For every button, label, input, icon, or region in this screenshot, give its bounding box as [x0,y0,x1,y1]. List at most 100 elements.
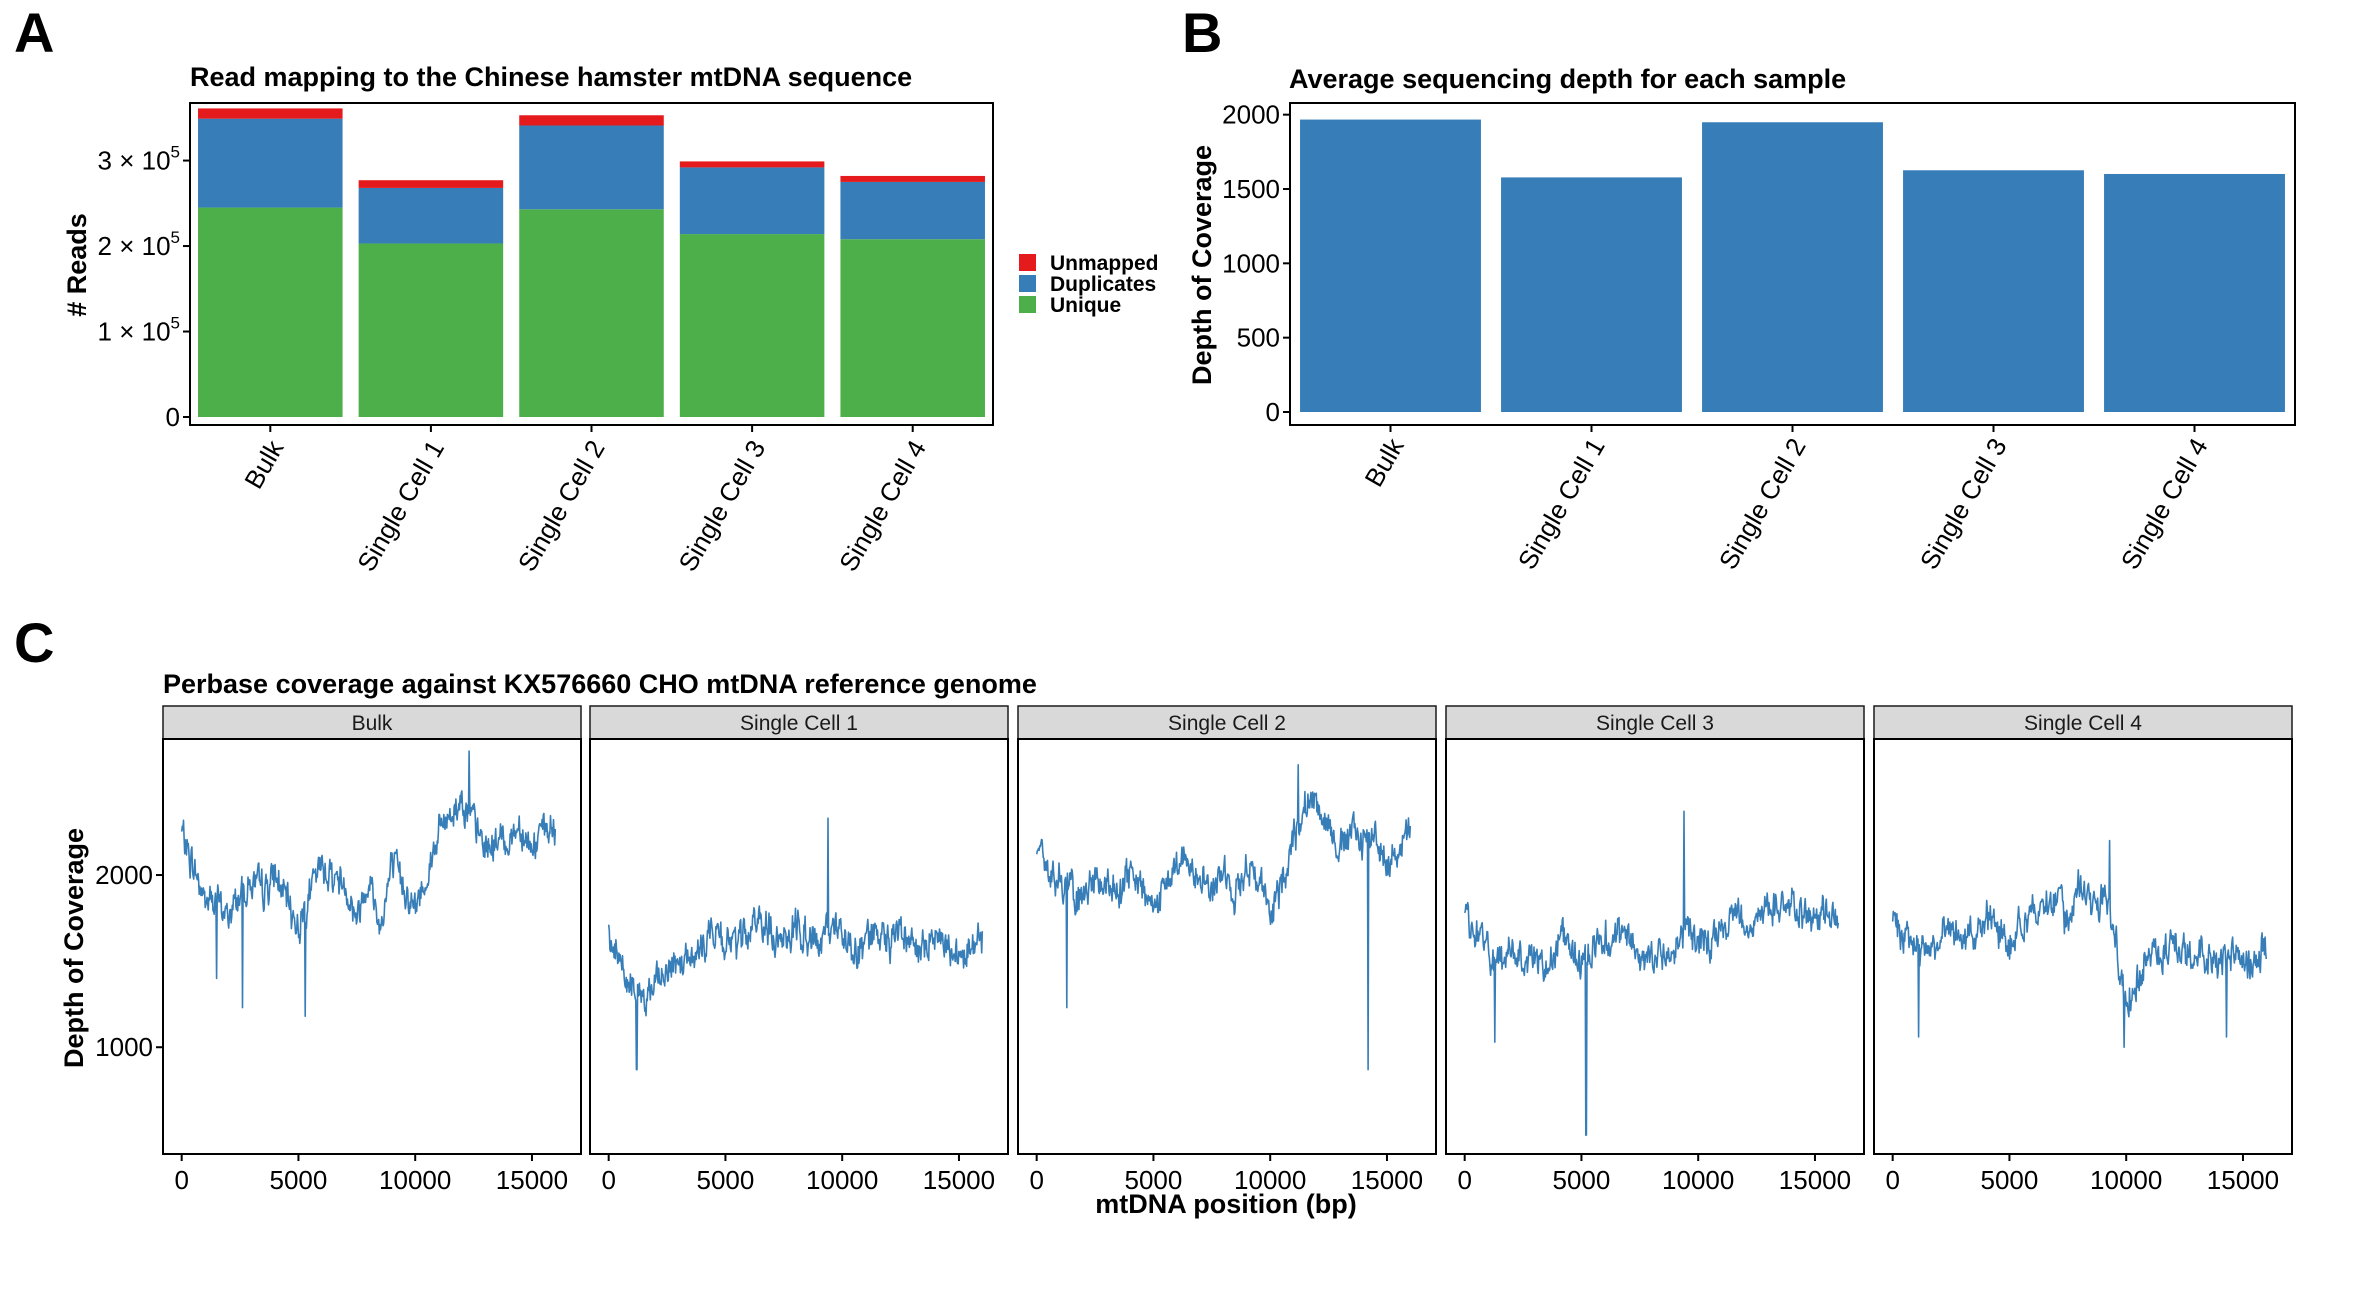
bar-duplicates-single-cell-4 [840,181,985,240]
legend-label-duplicates: Duplicates [1050,273,1156,296]
x-tick-label: 0 [601,1165,615,1195]
x-tick-label: 15000 [2207,1165,2279,1195]
x-tick-label: 0 [1457,1165,1471,1195]
x-tick-label: 5000 [270,1165,328,1195]
bar-duplicates-bulk [198,118,343,208]
panel-letter-a: A [14,1,54,64]
x-tick-label: 0 [174,1165,188,1195]
x-tick-label: Single Cell 2 [512,435,611,576]
bar-unique-single-cell-2 [519,209,664,417]
x-tick-label: 5000 [1553,1165,1611,1195]
x-tick-label: 5000 [1981,1165,2039,1195]
y-tick-label: 1000 [95,1032,153,1062]
coverage-line-single-cell-4 [1891,839,2268,1048]
facet-frame [1873,738,2293,1155]
chart-c-ylabel: Depth of Coverage [59,828,89,1068]
x-tick-label: Bulk [1358,432,1410,492]
x-tick-label: 0 [1885,1165,1899,1195]
x-tick-label: Single Cell 1 [1512,433,1611,574]
x-tick-label: Single Cell 3 [672,435,771,576]
coverage-line-bulk [180,750,557,1017]
x-tick-label: 15000 [496,1165,568,1195]
legend-swatch-unmapped [1019,254,1036,271]
facet-strip-label: Single Cell 4 [2024,712,2142,735]
bar-depth-single-cell-2 [1702,122,1883,413]
facet-frame [1017,738,1437,1155]
y-tick-label: 2000 [1222,100,1280,130]
x-tick-label: 5000 [697,1165,755,1195]
x-tick-label: 15000 [1351,1165,1423,1195]
bar-duplicates-single-cell-1 [358,187,504,244]
chart-c-xlabel: mtDNA position (bp) [1095,1189,1356,1219]
facet-strip [589,705,1009,740]
y-tick-label: 2000 [95,860,153,890]
bar-unmapped-single-cell-2 [519,115,664,126]
facet-single-cell-4: Single Cell 4 0 5000 10000 15000 [1873,705,2293,1195]
bar-unmapped-single-cell-1 [358,180,504,188]
coverage-line-single-cell-3 [1463,810,1840,1136]
x-tick-label: 15000 [923,1165,995,1195]
x-tick-label: 0 [1029,1165,1043,1195]
facet-single-cell-3: Single Cell 3 0 5000 10000 15000 [1445,705,1865,1195]
bar-unmapped-single-cell-4 [840,175,985,182]
y-tick-label: 500 [1237,323,1280,353]
x-tick-label: Single Cell 2 [1713,433,1812,574]
x-tick-label: 10000 [2090,1165,2162,1195]
legend-swatch-duplicates [1019,275,1036,292]
bar-depth-single-cell-3 [1903,170,2084,412]
x-tick-label: 10000 [806,1165,878,1195]
chart-a: Read mapping to the Chinese hamster mtDN… [62,62,1159,576]
bar-depth-bulk [1300,119,1481,412]
facet-single-cell-1: Single Cell 1 0 5000 10000 15000 [589,705,1009,1195]
x-tick-label: Bulk [238,434,290,494]
x-tick-label: 10000 [379,1165,451,1195]
y-tick-label: 2 × 105 [98,228,180,261]
chart-c: Perbase coverage against KX576660 CHO mt… [59,669,2293,1219]
facet-strip [1017,705,1437,740]
y-tick-label: 0 [1266,397,1280,427]
bar-depth-single-cell-1 [1501,177,1682,412]
chart-c-title: Perbase coverage against KX576660 CHO mt… [163,669,1037,699]
bar-unmapped-bulk [198,108,343,119]
legend-label-unmapped: Unmapped [1050,252,1159,275]
legend-label-unique: Unique [1050,294,1121,317]
bar-unmapped-single-cell-3 [679,161,825,168]
x-tick-label: Single Cell 1 [351,435,450,576]
x-tick-label: 5000 [1125,1165,1183,1195]
facet-frame [589,738,1009,1155]
chart-a-ylabel: # Reads [62,213,92,317]
bar-unique-single-cell-1 [358,243,504,417]
chart-b: Average sequencing depth for each sample… [1187,64,2296,574]
legend-swatch-unique [1019,296,1036,313]
x-tick-label: Single Cell 3 [1914,433,2013,574]
x-tick-label: Single Cell 4 [833,435,932,576]
facet-strip-label: Bulk [352,712,393,735]
chart-b-ylabel: Depth of Coverage [1187,145,1217,385]
panel-letter-c: C [14,611,54,674]
x-tick-label: 15000 [1779,1165,1851,1195]
bar-unique-bulk [198,207,343,417]
coverage-line-single-cell-2 [1035,764,1412,1071]
facet-strip-label: Single Cell 1 [740,712,858,735]
facet-strip [1445,705,1865,740]
coverage-line-single-cell-1 [607,817,984,1071]
facet-strip-label: Single Cell 3 [1596,712,1714,735]
facet-single-cell-2: Single Cell 2 0 5000 10000 15000 [1017,705,1437,1195]
x-tick-label: 10000 [1234,1165,1306,1195]
chart-b-title: Average sequencing depth for each sample [1289,64,1846,94]
facet-frame [1445,738,1865,1155]
panel-letter-b: B [1182,1,1222,64]
y-tick-label: 3 × 105 [98,143,180,176]
chart-a-title: Read mapping to the Chinese hamster mtDN… [190,62,912,92]
y-tick-label: 1000 [1222,248,1280,278]
x-tick-label: 10000 [1662,1165,1734,1195]
x-tick-label: Single Cell 4 [2115,433,2214,574]
bar-unique-single-cell-3 [679,234,825,417]
facet-bulk: Bulk 0 5000 10000 15000 1000 2000 [95,705,582,1195]
y-tick-label: 1 × 105 [98,314,180,347]
bar-duplicates-single-cell-3 [679,167,825,235]
facet-strip-label: Single Cell 2 [1168,712,1286,735]
bar-unique-single-cell-4 [840,239,985,417]
